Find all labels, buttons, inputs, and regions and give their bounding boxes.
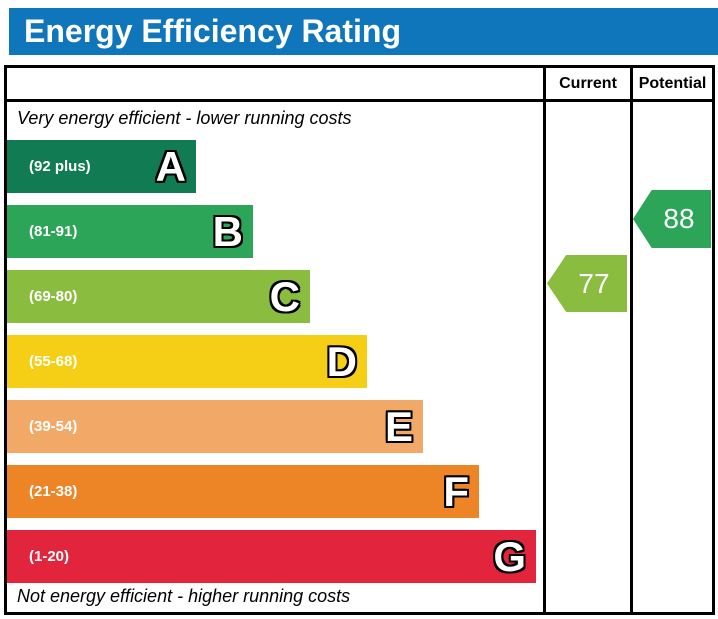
epc-chart: Current Potential Very energy efficient …: [4, 65, 715, 615]
band-letter: F: [443, 467, 469, 515]
bottom-caption: Not energy efficient - higher running co…: [17, 586, 351, 606]
top-caption: Very energy efficient - lower running co…: [17, 108, 352, 128]
band-row-e: (39-54) E: [7, 400, 423, 453]
current-rating-value: 77: [578, 267, 610, 299]
band-row-c: (69-80) C: [7, 270, 310, 323]
band-range-label: (1-20): [29, 548, 70, 565]
band-row-a: (92 plus) A: [7, 140, 196, 193]
band-row-b: (81-91) B: [7, 205, 253, 258]
column-divider-potential: [630, 68, 633, 612]
band-row-d: (55-68) D: [7, 335, 367, 388]
band-letter: A: [155, 142, 186, 190]
band-row-f: (21-38) F: [7, 465, 479, 518]
column-divider-current: [543, 68, 546, 612]
band-range-label: (92 plus): [29, 158, 91, 175]
current-rating-arrow: 77: [547, 255, 627, 312]
potential-rating-arrow: 88: [633, 190, 711, 248]
page-title: Energy Efficiency Rating: [24, 13, 401, 49]
column-header-potential: Potential: [638, 75, 707, 92]
band-range-label: (69-80): [29, 288, 78, 305]
band-letter: B: [212, 207, 243, 255]
band-letter: D: [326, 337, 357, 385]
potential-rating-value: 88: [663, 203, 695, 234]
band-row-g: (1-20) G: [7, 530, 536, 583]
band-range-label: (21-38): [29, 483, 78, 500]
column-header-current: Current: [559, 75, 617, 92]
band-range-label: (81-91): [29, 223, 78, 240]
header-divider-line: [7, 99, 712, 102]
band-range-label: (55-68): [29, 353, 78, 370]
title-bar: Energy Efficiency Rating: [9, 8, 718, 55]
band-range-label: (39-54): [29, 418, 78, 435]
band-letter: G: [493, 532, 526, 580]
band-letter: E: [384, 402, 413, 450]
band-letter: C: [269, 272, 300, 320]
